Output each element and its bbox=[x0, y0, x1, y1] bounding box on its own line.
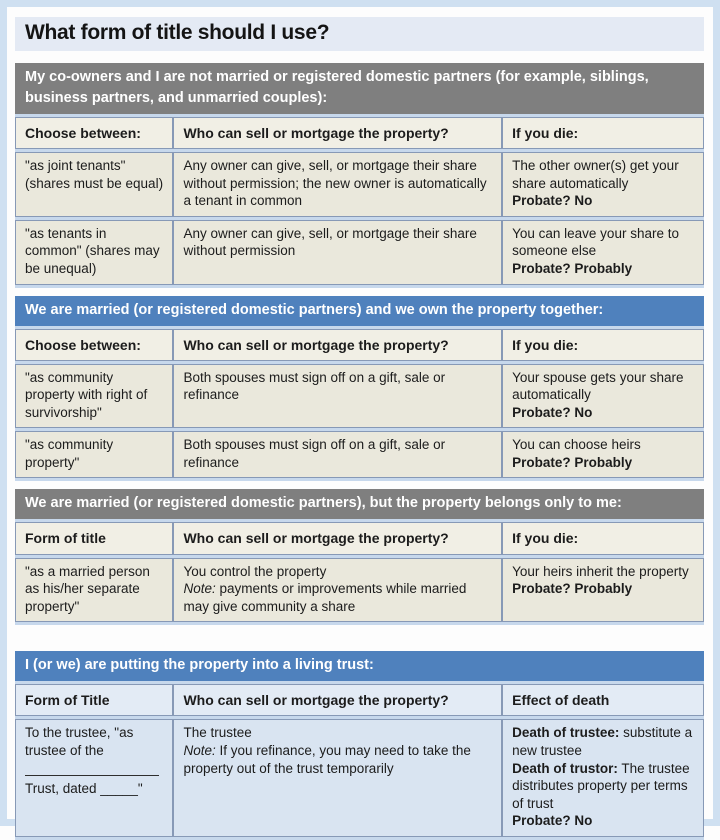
probate-note: Probate? No bbox=[512, 193, 593, 209]
note-line: Note: payments or improvements while mar… bbox=[183, 580, 492, 615]
column-header-form: Choose between: bbox=[15, 328, 174, 361]
effect-trustor-text: The trustee distributes property per ter… bbox=[512, 760, 690, 811]
table-row: "as community property" Both spouses mus… bbox=[15, 431, 704, 479]
form-cell: "as community property with right of sur… bbox=[15, 363, 174, 429]
note-text: If you refinance, you may need to take t… bbox=[183, 743, 471, 776]
die-cell: Your heirs inherit the property Probate?… bbox=[502, 557, 704, 623]
title-options-table: Form of Title Who can sell or mortgage t… bbox=[15, 681, 704, 840]
section-not-married: My co-owners and I are not married or re… bbox=[15, 63, 704, 288]
column-header-form: Form of Title bbox=[15, 684, 174, 717]
table-header-row: Form of title Who can sell or mortgage t… bbox=[15, 522, 704, 555]
note-text: payments or improvements while married m… bbox=[183, 581, 467, 614]
die-cell: The other owner(s) get your share automa… bbox=[502, 152, 704, 217]
column-header-die: If you die: bbox=[502, 117, 704, 150]
section-header: We are married (or registered domestic p… bbox=[15, 489, 704, 520]
column-header-who: Who can sell or mortgage the property? bbox=[173, 522, 503, 555]
form-cell: To the trustee, "as trustee of the Trust… bbox=[15, 719, 174, 837]
blank-line bbox=[25, 760, 160, 776]
who-cell: Any owner can give, sell, or mortgage th… bbox=[173, 152, 503, 217]
section-living-trust: I (or we) are putting the property into … bbox=[15, 651, 704, 840]
column-header-die: If you die: bbox=[502, 328, 704, 361]
who-text: You control the property bbox=[183, 563, 327, 579]
section-separate-property: We are married (or registered domestic p… bbox=[15, 489, 704, 626]
column-header-form: Choose between: bbox=[15, 117, 174, 150]
probate-note: Probate? Probably bbox=[512, 454, 633, 470]
probate-note: Probate? No bbox=[512, 404, 593, 420]
title-options-table: Form of title Who can sell or mortgage t… bbox=[15, 519, 704, 626]
table-row: "as joint tenants" (shares must be equal… bbox=[15, 152, 704, 217]
form-text: Trust, dated _____" bbox=[25, 780, 143, 796]
die-cell: You can choose heirs Probate? Probably bbox=[502, 431, 704, 479]
section-married-together: We are married (or registered domestic p… bbox=[15, 295, 704, 482]
form-cell: "as a married person as his/her separate… bbox=[15, 557, 174, 623]
form-cell: "as tenants in common" (shares may be un… bbox=[15, 219, 174, 285]
die-text: You can choose heirs bbox=[512, 437, 641, 453]
effect-cell: Death of trustee: substitute a new trust… bbox=[502, 719, 704, 837]
table-header-row: Choose between: Who can sell or mortgage… bbox=[15, 117, 704, 150]
section-header: We are married (or registered domestic p… bbox=[15, 295, 704, 326]
column-header-who: Who can sell or mortgage the property? bbox=[173, 117, 503, 150]
note-line: Note: If you refinance, you may need to … bbox=[183, 742, 492, 777]
table-row: "as community property with right of sur… bbox=[15, 363, 704, 429]
probate-note: Probate? No bbox=[512, 813, 593, 829]
table-row: "as a married person as his/her separate… bbox=[15, 557, 704, 623]
form-cell: "as community property" bbox=[15, 431, 174, 479]
die-cell: Your spouse gets your share automaticall… bbox=[502, 363, 704, 429]
who-cell: Both spouses must sign off on a gift, sa… bbox=[173, 431, 503, 479]
probate-note: Probate? Probably bbox=[512, 260, 633, 276]
who-cell: Both spouses must sign off on a gift, sa… bbox=[173, 363, 503, 429]
effect-trustor-line: Death of trustor: The trustee distribute… bbox=[512, 760, 694, 813]
column-header-who: Who can sell or mortgage the property? bbox=[173, 684, 503, 717]
who-cell: The trustee Note: If you refinance, you … bbox=[173, 719, 503, 837]
page-title: What form of title should I use? bbox=[15, 17, 704, 51]
form-cell: "as joint tenants" (shares must be equal… bbox=[15, 152, 174, 217]
section-header: I (or we) are putting the property into … bbox=[15, 651, 704, 682]
table-header-row: Form of Title Who can sell or mortgage t… bbox=[15, 684, 704, 717]
form-text: To the trustee, "as trustee of the bbox=[25, 725, 134, 759]
who-text: The trustee bbox=[183, 725, 252, 741]
column-header-die: If you die: bbox=[502, 522, 704, 555]
column-header-form: Form of title bbox=[15, 522, 174, 555]
table-row: To the trustee, "as trustee of the Trust… bbox=[15, 719, 704, 837]
effect-trustee-line: Death of trustee: substitute a new trust… bbox=[512, 724, 694, 759]
effect-trustee-label: Death of trustee: bbox=[512, 725, 620, 741]
note-label: Note: bbox=[183, 581, 216, 597]
table-header-row: Choose between: Who can sell or mortgage… bbox=[15, 328, 704, 361]
table-row: "as tenants in common" (shares may be un… bbox=[15, 219, 704, 285]
note-label: Note: bbox=[183, 743, 216, 759]
title-options-table: Choose between: Who can sell or mortgage… bbox=[15, 325, 704, 482]
probate-note: Probate? Probably bbox=[512, 581, 633, 597]
who-cell: Any owner can give, sell, or mortgage th… bbox=[173, 219, 503, 285]
die-text: You can leave your share to someone else bbox=[512, 225, 679, 259]
effect-trustor-label: Death of trustor: bbox=[512, 760, 618, 776]
title-options-table: Choose between: Who can sell or mortgage… bbox=[15, 114, 704, 288]
effect-trustee-text: substitute a new trustee bbox=[512, 725, 693, 759]
die-text: The other owner(s) get your share automa… bbox=[512, 158, 679, 191]
die-text: Your heirs inherit the property bbox=[512, 563, 689, 579]
die-cell: You can leave your share to someone else… bbox=[502, 219, 704, 285]
section-header: My co-owners and I are not married or re… bbox=[15, 63, 704, 115]
column-header-effect: Effect of death bbox=[502, 684, 704, 717]
who-cell: You control the property Note: payments … bbox=[173, 557, 503, 623]
column-header-who: Who can sell or mortgage the property? bbox=[173, 328, 503, 361]
die-text: Your spouse gets your share automaticall… bbox=[512, 369, 684, 403]
